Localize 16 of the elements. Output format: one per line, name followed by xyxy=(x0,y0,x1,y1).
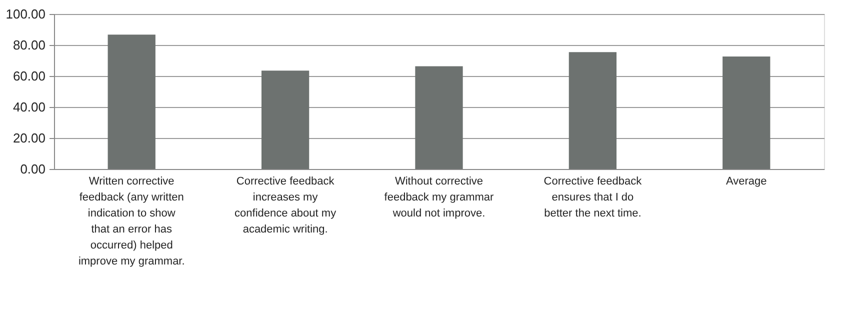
bar xyxy=(108,34,156,169)
x-tick-label: Without corrective feedback my grammar would not improve. xyxy=(384,176,494,220)
y-tick-label: 80.00 xyxy=(12,38,46,52)
x-tick-label: Corrective feedback ensures that I do better the next time. xyxy=(544,176,642,220)
y-tick-label: 40.00 xyxy=(12,100,46,114)
y-tick-label: 20.00 xyxy=(12,130,46,146)
x-tick-label: Written corrective feedback (any written indication to show that an error has occurred) helped improve my grammar. xyxy=(78,176,185,268)
bar xyxy=(261,70,310,169)
x-tick-label: Corrective feedback increases my confidence about my academic writing. xyxy=(234,176,337,236)
bar xyxy=(415,66,463,169)
x-tick-label: Average xyxy=(726,176,767,188)
y-tick-label: 60.00 xyxy=(12,68,46,84)
y-tick-label: 100.00 xyxy=(6,6,46,22)
y-tick-label: 0.00 xyxy=(20,162,46,176)
bar xyxy=(568,52,617,169)
bar xyxy=(722,56,770,169)
